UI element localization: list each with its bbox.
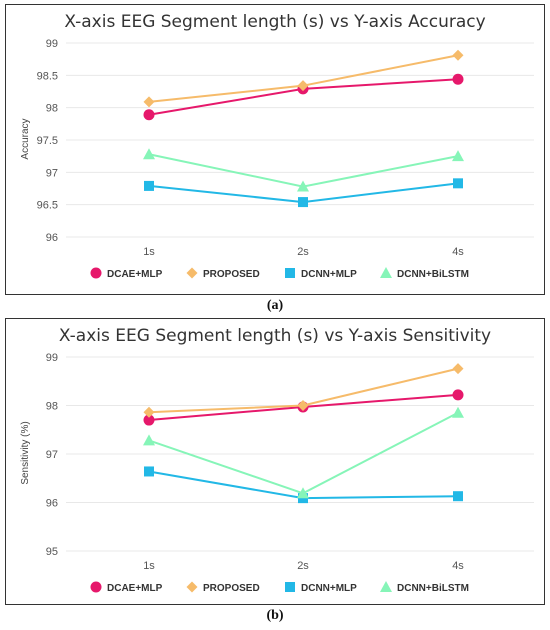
y-tick-label: 97 [46,449,58,461]
y-axis-title: Sensitivity (%) [20,421,31,484]
data-point [452,389,464,401]
data-point [452,150,464,162]
x-tick-label: 2s [297,246,309,258]
accuracy-chart-panel: X-axis EEG Segment length (s) vs Y-axis … [5,4,545,295]
data-point [452,49,464,61]
y-tick-label: 99 [46,352,58,364]
data-point [297,487,309,499]
legend-marker [90,581,102,593]
sensitivity-chart-panel: X-axis EEG Segment length (s) vs Y-axis … [5,318,545,605]
data-point [143,434,155,446]
data-point [452,406,464,418]
data-point [297,180,309,192]
legend-label: DCAE+MLP [107,269,163,280]
sensitivity-chart: X-axis EEG Segment length (s) vs Y-axis … [20,326,534,594]
y-tick-label: 98 [46,401,58,413]
y-axis-title: Accuracy [20,118,31,159]
series-line [148,54,459,103]
data-point [143,414,155,426]
x-tick-label: 4s [452,246,464,258]
legend-marker [380,267,392,278]
figure-caption-b: (b) [266,608,284,623]
series-line [148,411,459,495]
data-point [453,491,463,502]
legend-label: DCAE+MLP [107,583,163,594]
figure-caption-a: (a) [266,298,284,313]
legend-label: DCNN+MLP [301,269,357,280]
y-tick-label: 96.5 [37,200,58,212]
legend-label: PROPOSED [203,269,260,280]
data-point [297,80,309,92]
data-point [143,96,155,108]
legend-marker [380,581,392,592]
y-tick-label: 97 [46,167,58,179]
legend-label: DCNN+MLP [301,583,357,594]
data-point [143,109,155,121]
chart-title: X-axis EEG Segment length (s) vs Y-axis … [59,326,491,346]
chart-title: X-axis EEG Segment length (s) vs Y-axis … [64,12,485,32]
y-tick-label: 96 [46,498,58,510]
data-point [144,466,154,477]
y-tick-label: 96 [46,232,58,244]
x-tick-label: 1s [143,560,155,572]
y-tick-label: 97.5 [37,135,58,147]
legend-label: PROPOSED [203,583,260,594]
y-tick-label: 98 [46,103,58,115]
legend-label: DCNN+BiLSTM [397,269,469,280]
x-tick-label: 2s [297,560,309,572]
data-point [297,400,309,411]
legend-marker [90,267,102,279]
y-tick-label: 95 [46,546,58,558]
y-tick-label: 98.5 [37,70,58,82]
data-point [452,73,464,85]
data-point [453,178,463,189]
data-point [298,197,308,208]
data-point [144,180,154,191]
legend-label: DCNN+BiLSTM [397,583,469,594]
y-tick-label: 99 [46,38,58,50]
x-tick-label: 1s [143,246,155,258]
x-tick-label: 4s [452,560,464,572]
data-point [143,406,155,418]
legend-marker [186,267,198,279]
data-point [143,148,155,160]
accuracy-chart: X-axis EEG Segment length (s) vs Y-axis … [20,12,534,280]
data-point [452,363,464,375]
legend-marker [285,268,295,278]
legend-marker [186,581,198,593]
legend-marker [285,582,295,592]
